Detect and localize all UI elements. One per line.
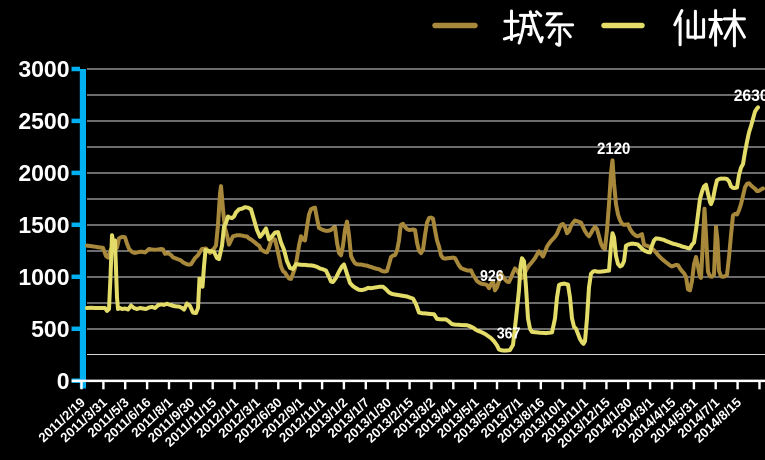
- svg-text:926: 926: [480, 268, 504, 285]
- svg-text:2500: 2500: [18, 108, 69, 134]
- svg-text:2120: 2120: [597, 140, 630, 158]
- svg-text:0: 0: [57, 368, 70, 394]
- svg-text:2630: 2630: [734, 86, 765, 105]
- svg-text:3000: 3000: [18, 56, 69, 82]
- svg-text:1500: 1500: [18, 212, 69, 238]
- svg-text:2000: 2000: [18, 160, 69, 186]
- svg-text:500: 500: [31, 316, 69, 342]
- svg-text:1000: 1000: [18, 264, 69, 290]
- svg-text:367: 367: [497, 326, 521, 343]
